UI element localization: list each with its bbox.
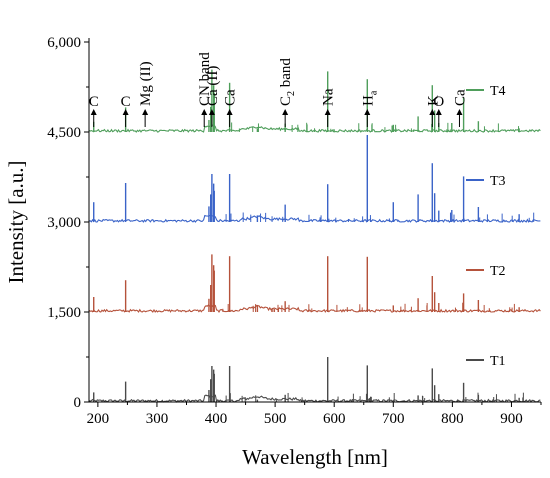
annotation-label: C2 band xyxy=(278,58,297,106)
x-tick-label: 800 xyxy=(441,411,464,427)
legend-item-t1: T1 xyxy=(466,354,506,369)
annotation-arrowhead xyxy=(226,109,233,115)
annotation-arrowhead xyxy=(208,109,215,115)
annotation-label: CN band xyxy=(197,52,213,106)
annotation-arrowhead xyxy=(364,109,371,115)
annotation-arrowhead xyxy=(435,109,442,115)
annotation-label: K xyxy=(425,95,441,106)
plot-area xyxy=(88,69,541,403)
series-t2 xyxy=(88,254,541,314)
series-t3 xyxy=(88,135,541,224)
annotation-arrowhead xyxy=(324,109,331,115)
series-baseline xyxy=(88,214,541,224)
annotation-label: C xyxy=(121,94,131,110)
annotation-label: Ca xyxy=(452,89,468,106)
y-tick-label: 6,000 xyxy=(47,35,81,51)
legend-item-t2: T2 xyxy=(466,264,506,279)
annotation-label: Na xyxy=(321,88,337,106)
legend-label: T3 xyxy=(490,174,506,189)
annotation: K xyxy=(425,95,441,127)
series-t4 xyxy=(88,69,541,134)
x-axis: 200 300 400 500 600 700 800 900 xyxy=(87,401,542,427)
annotation-arrowhead xyxy=(142,109,149,115)
legend-item-t3: T3 xyxy=(466,174,506,189)
legend-item-t4: T4 xyxy=(466,84,506,99)
y-tick-label: 0 xyxy=(74,395,82,411)
legend-label: T4 xyxy=(490,84,506,99)
x-tick-label: 400 xyxy=(205,411,228,427)
annotation: C xyxy=(89,94,99,127)
y-tick-label: 4,500 xyxy=(47,125,81,141)
annotation: Ha xyxy=(360,90,379,127)
annotation: C xyxy=(121,94,131,127)
annotation-arrowhead xyxy=(122,109,129,115)
annotation-label: Ca xyxy=(223,89,239,106)
x-tick-label: 500 xyxy=(264,411,287,427)
annotation-arrowhead xyxy=(201,109,208,115)
series-baseline xyxy=(88,393,541,403)
x-tick-label: 600 xyxy=(323,411,346,427)
x-tick-label: 200 xyxy=(87,411,110,427)
annotation-label: O xyxy=(433,94,444,110)
x-tick-label: 700 xyxy=(382,411,405,427)
legend-label: T2 xyxy=(490,264,506,279)
y-tick-label: 3,000 xyxy=(47,215,81,231)
annotation: Ca xyxy=(452,89,468,127)
series-t1 xyxy=(88,357,541,403)
annotation-label: C xyxy=(89,94,99,110)
annotation: CN band xyxy=(197,52,213,127)
legend: T1 T2 T3 T4 xyxy=(466,84,506,369)
annotation: Mg (II) xyxy=(138,61,154,127)
x-axis-title: Wavelength [nm] xyxy=(242,445,388,469)
annotation-arrowhead xyxy=(90,109,97,115)
annotation: Ca (II) xyxy=(205,66,221,127)
annotation: C2 band xyxy=(278,58,297,127)
x-tick-label: 900 xyxy=(500,411,523,427)
annotation-arrowhead xyxy=(456,109,463,115)
legend-label: T1 xyxy=(490,354,506,369)
annotation: O xyxy=(433,94,444,127)
annotation-label: Mg (II) xyxy=(138,61,154,106)
annotation: Ca xyxy=(223,89,239,127)
annotation: Na xyxy=(321,88,337,127)
y-tick-label: 1,500 xyxy=(47,305,81,321)
series-baseline xyxy=(88,304,541,314)
annotation-arrowhead xyxy=(429,109,436,115)
y-axis: 0 1,500 3,000 4,500 6,000 xyxy=(47,35,90,411)
annotation-label: Ha xyxy=(360,90,379,106)
x-tick-label: 300 xyxy=(146,411,169,427)
y-axis-title: Intensity [a.u.] xyxy=(4,160,28,283)
annotation-arrowhead xyxy=(282,109,289,115)
annotation-label: Ca (II) xyxy=(205,66,221,106)
